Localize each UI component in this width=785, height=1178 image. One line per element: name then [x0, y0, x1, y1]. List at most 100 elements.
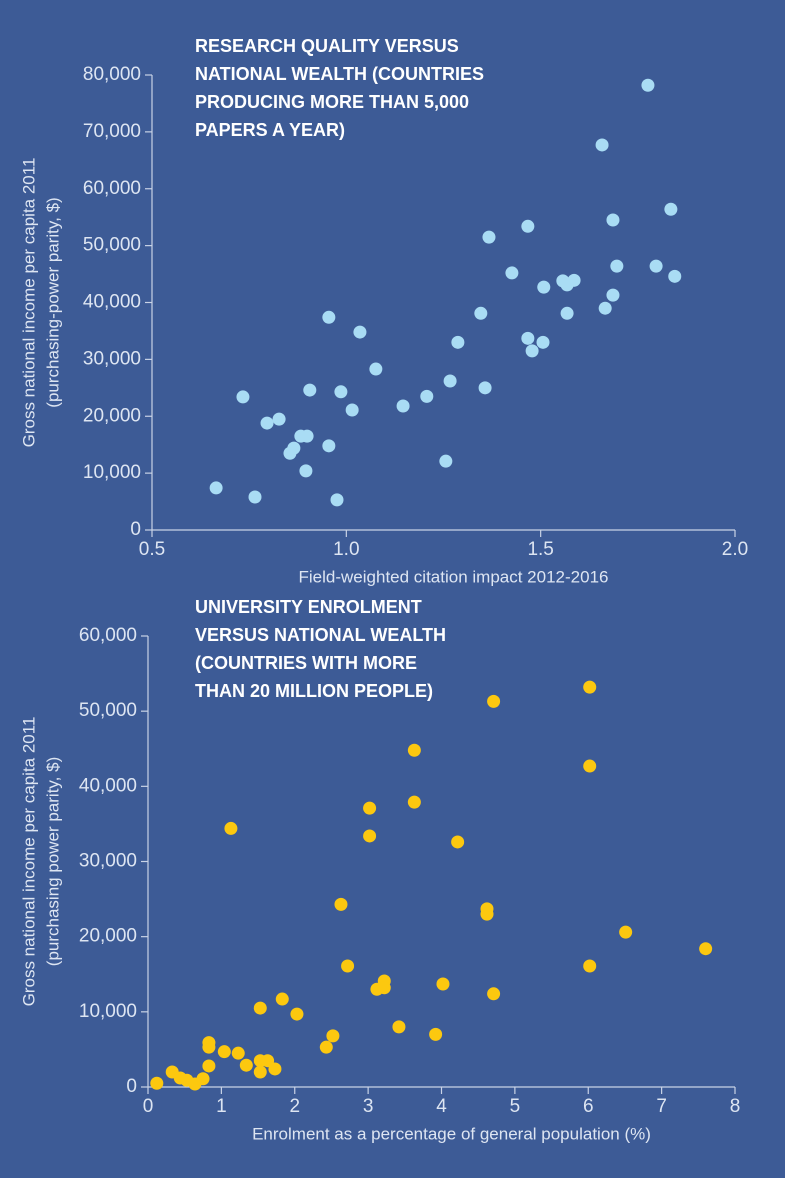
y-axis-label: Gross national income per capita 2011 [19, 717, 38, 1007]
y-tick-label: 60,000 [79, 625, 137, 646]
point [664, 202, 678, 216]
x-tick-label: 6 [583, 1096, 594, 1117]
point [334, 897, 348, 911]
point [290, 1007, 304, 1021]
y-tick-label: 40,000 [79, 775, 137, 796]
point [299, 464, 313, 478]
point [521, 331, 535, 345]
chart-title: VERSUS NATIONAL WEALTH [195, 625, 446, 645]
point [699, 942, 713, 956]
point [363, 801, 377, 815]
point [196, 1072, 210, 1086]
y-axis-label: Gross national income per capita 2011 [19, 158, 38, 448]
chart-title: PRODUCING MORE THAN 5,000 [195, 92, 469, 112]
point [505, 266, 519, 280]
y-tick-label: 50,000 [79, 700, 137, 721]
point [598, 301, 612, 315]
point [439, 454, 453, 468]
point [239, 1058, 253, 1072]
y-tick-label: 70,000 [83, 121, 141, 142]
point [407, 743, 421, 757]
y-tick-label: 30,000 [79, 851, 137, 872]
y-tick-label: 50,000 [83, 235, 141, 256]
x-tick-label: 2.0 [722, 539, 748, 560]
y-tick-label: 40,000 [83, 292, 141, 313]
point [369, 362, 383, 376]
point [326, 1029, 340, 1043]
y-tick-label: 10,000 [79, 1001, 137, 1022]
point [583, 680, 597, 694]
x-axis-label: Field-weighted citation impact 2012-2016 [299, 567, 609, 586]
point [217, 1045, 231, 1059]
point [482, 230, 496, 244]
point [668, 269, 682, 283]
point [303, 383, 317, 397]
point [268, 1062, 282, 1076]
point [429, 1027, 443, 1041]
point [560, 306, 574, 320]
point [330, 493, 344, 507]
y-tick-label: 0 [130, 519, 141, 540]
point [478, 381, 492, 395]
point [606, 288, 620, 302]
point [537, 280, 551, 294]
chart-title: PAPERS A YEAR) [195, 120, 345, 140]
point [300, 429, 314, 443]
point [525, 344, 539, 358]
point [595, 138, 609, 152]
point [619, 925, 633, 939]
point [253, 1065, 267, 1079]
point [436, 977, 450, 991]
y-tick-label: 20,000 [83, 405, 141, 426]
y-tick-label: 30,000 [83, 348, 141, 369]
point [420, 389, 434, 403]
y-axis-label: (purchasing-power parity, $) [43, 197, 62, 407]
chart-title: (COUNTRIES WITH MORE [195, 653, 417, 673]
point [451, 335, 465, 349]
point [610, 259, 624, 273]
point [474, 306, 488, 320]
point [275, 992, 289, 1006]
x-tick-label: 5 [510, 1096, 521, 1117]
point [272, 412, 286, 426]
chart-title: NATIONAL WEALTH (COUNTRIES [195, 64, 484, 84]
point [583, 759, 597, 773]
point [443, 374, 457, 388]
x-tick-label: 8 [730, 1096, 741, 1117]
point [150, 1076, 164, 1090]
y-axis-label: (purchasing power parity, $) [43, 757, 62, 966]
point [260, 416, 274, 430]
point [253, 1001, 267, 1015]
y-tick-label: 20,000 [79, 926, 137, 947]
chart-title: RESEARCH QUALITY VERSUS [195, 36, 459, 56]
point [202, 1059, 216, 1073]
point [231, 1046, 245, 1060]
point [322, 439, 336, 453]
point [209, 481, 223, 495]
x-tick-label: 7 [656, 1096, 667, 1117]
point [287, 441, 301, 455]
y-tick-label: 80,000 [83, 64, 141, 85]
point [521, 219, 535, 233]
chart-title: THAN 20 MILLION PEOPLE) [195, 681, 433, 701]
point [567, 273, 581, 287]
point [606, 213, 620, 227]
point [248, 490, 262, 504]
point [396, 399, 410, 413]
point [487, 694, 501, 708]
point [334, 385, 348, 399]
point [480, 907, 494, 921]
point [224, 821, 238, 835]
y-tick-label: 10,000 [83, 462, 141, 483]
point [583, 959, 597, 973]
point [407, 795, 421, 809]
x-tick-label: 0 [143, 1096, 154, 1117]
point [487, 987, 501, 1001]
chart-title: UNIVERSITY ENROLMENT [195, 597, 422, 617]
x-tick-label: 1.0 [333, 539, 359, 560]
point [536, 335, 550, 349]
point [451, 835, 465, 849]
point [236, 390, 250, 404]
x-tick-label: 1 [216, 1096, 227, 1117]
